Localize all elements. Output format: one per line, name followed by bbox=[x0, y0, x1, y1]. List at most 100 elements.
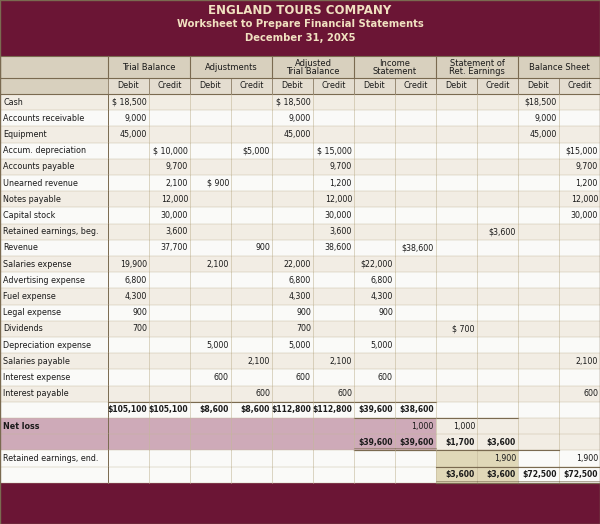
Text: $3,600: $3,600 bbox=[446, 470, 475, 479]
Text: $ 15,000: $ 15,000 bbox=[317, 146, 352, 155]
Text: $39,600: $39,600 bbox=[359, 406, 393, 414]
Bar bbox=[0, 175, 600, 191]
Bar bbox=[0, 288, 600, 304]
Text: 9,000: 9,000 bbox=[289, 114, 311, 123]
Text: Revenue: Revenue bbox=[3, 244, 38, 253]
Bar bbox=[436, 78, 477, 94]
Text: $ 900: $ 900 bbox=[206, 179, 229, 188]
Text: 600: 600 bbox=[337, 389, 352, 398]
Text: 4,300: 4,300 bbox=[125, 292, 147, 301]
Text: Statement of: Statement of bbox=[449, 59, 505, 68]
Bar bbox=[0, 483, 600, 524]
Text: 900: 900 bbox=[296, 308, 311, 317]
Text: 5,000: 5,000 bbox=[206, 341, 229, 350]
Text: Legal expense: Legal expense bbox=[3, 308, 61, 317]
Bar bbox=[313, 78, 354, 94]
Text: 6,800: 6,800 bbox=[289, 276, 311, 285]
Text: $38,600: $38,600 bbox=[400, 406, 434, 414]
Bar bbox=[0, 191, 600, 208]
Text: 30,000: 30,000 bbox=[325, 211, 352, 220]
Text: 700: 700 bbox=[132, 324, 147, 333]
Bar bbox=[0, 466, 600, 483]
Text: Interest expense: Interest expense bbox=[3, 373, 70, 382]
Text: 1,200: 1,200 bbox=[329, 179, 352, 188]
Text: 600: 600 bbox=[378, 373, 393, 382]
Text: $3,600: $3,600 bbox=[488, 227, 516, 236]
Text: 9,700: 9,700 bbox=[576, 162, 598, 171]
Text: 2,100: 2,100 bbox=[206, 259, 229, 269]
Text: 5,000: 5,000 bbox=[371, 341, 393, 350]
Text: Retained earnings, end.: Retained earnings, end. bbox=[3, 454, 98, 463]
Text: 22,000: 22,000 bbox=[284, 259, 311, 269]
Text: Credit: Credit bbox=[239, 82, 263, 91]
Bar bbox=[0, 418, 600, 434]
Text: 45,000: 45,000 bbox=[284, 130, 311, 139]
Bar bbox=[518, 78, 559, 94]
Text: Retained earnings, beg.: Retained earnings, beg. bbox=[3, 227, 98, 236]
Bar bbox=[0, 110, 600, 126]
Text: Fuel expense: Fuel expense bbox=[3, 292, 56, 301]
Text: 1,900: 1,900 bbox=[494, 454, 516, 463]
Text: 600: 600 bbox=[583, 389, 598, 398]
Bar bbox=[395, 78, 436, 94]
Text: Accounts payable: Accounts payable bbox=[3, 162, 74, 171]
Text: 6,800: 6,800 bbox=[371, 276, 393, 285]
Text: 12,000: 12,000 bbox=[325, 195, 352, 204]
Text: 2,100: 2,100 bbox=[166, 179, 188, 188]
Text: Credit: Credit bbox=[403, 82, 428, 91]
Text: 30,000: 30,000 bbox=[571, 211, 598, 220]
Text: Dividends: Dividends bbox=[3, 324, 43, 333]
Text: 600: 600 bbox=[296, 373, 311, 382]
Text: 2,100: 2,100 bbox=[248, 357, 270, 366]
Bar bbox=[436, 418, 600, 434]
Text: 45,000: 45,000 bbox=[530, 130, 557, 139]
Text: $3,600: $3,600 bbox=[487, 470, 516, 479]
Text: 900: 900 bbox=[132, 308, 147, 317]
Text: Interest payable: Interest payable bbox=[3, 389, 68, 398]
Text: 4,300: 4,300 bbox=[289, 292, 311, 301]
Text: December 31, 20X5: December 31, 20X5 bbox=[245, 33, 355, 43]
Bar bbox=[0, 56, 108, 78]
Text: $72,500: $72,500 bbox=[523, 470, 557, 479]
Text: Credit: Credit bbox=[485, 82, 509, 91]
Bar bbox=[108, 78, 149, 94]
Text: 45,000: 45,000 bbox=[119, 130, 147, 139]
Text: $8,600: $8,600 bbox=[200, 406, 229, 414]
Bar bbox=[436, 434, 600, 451]
Text: Advertising expense: Advertising expense bbox=[3, 276, 85, 285]
Text: $ 700: $ 700 bbox=[452, 324, 475, 333]
Text: 700: 700 bbox=[296, 324, 311, 333]
Text: 1,000: 1,000 bbox=[412, 422, 434, 431]
Bar bbox=[0, 434, 600, 451]
Text: Salaries expense: Salaries expense bbox=[3, 259, 71, 269]
Text: Income: Income bbox=[380, 59, 410, 68]
Text: 30,000: 30,000 bbox=[161, 211, 188, 220]
Text: $112,800: $112,800 bbox=[312, 406, 352, 414]
Text: $39,600: $39,600 bbox=[359, 438, 393, 447]
Bar bbox=[0, 304, 600, 321]
Text: Accounts receivable: Accounts receivable bbox=[3, 114, 84, 123]
Bar bbox=[0, 0, 600, 56]
Text: 3,600: 3,600 bbox=[166, 227, 188, 236]
Text: Capital stock: Capital stock bbox=[3, 211, 55, 220]
Bar bbox=[231, 78, 272, 94]
Text: 900: 900 bbox=[255, 244, 270, 253]
Bar bbox=[0, 78, 108, 94]
Text: Ret. Earnings: Ret. Earnings bbox=[449, 67, 505, 75]
Text: $105,100: $105,100 bbox=[148, 406, 188, 414]
Text: $1,700: $1,700 bbox=[446, 438, 475, 447]
Text: Net loss: Net loss bbox=[3, 422, 40, 431]
Bar bbox=[0, 224, 600, 240]
Bar bbox=[108, 56, 600, 78]
Text: 19,900: 19,900 bbox=[120, 259, 147, 269]
Text: Debit: Debit bbox=[281, 82, 304, 91]
Text: 12,000: 12,000 bbox=[161, 195, 188, 204]
Bar bbox=[477, 78, 518, 94]
Text: $ 18,500: $ 18,500 bbox=[112, 97, 147, 106]
Bar bbox=[0, 256, 600, 272]
Text: 6,800: 6,800 bbox=[125, 276, 147, 285]
Text: 9,700: 9,700 bbox=[166, 162, 188, 171]
Text: 9,000: 9,000 bbox=[535, 114, 557, 123]
Text: Debit: Debit bbox=[200, 82, 221, 91]
Text: Balance Sheet: Balance Sheet bbox=[529, 62, 589, 71]
